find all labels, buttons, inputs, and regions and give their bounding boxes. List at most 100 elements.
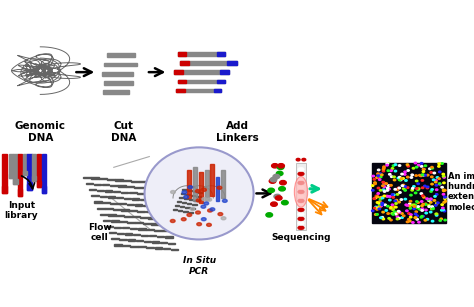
Circle shape (435, 180, 437, 181)
Circle shape (377, 202, 380, 204)
Circle shape (383, 182, 385, 184)
Bar (217, 52, 225, 56)
Bar (157, 236, 164, 237)
Circle shape (395, 203, 397, 204)
Circle shape (374, 214, 377, 215)
Bar (175, 205, 179, 206)
Circle shape (374, 183, 376, 185)
Circle shape (436, 177, 438, 178)
Circle shape (405, 180, 407, 181)
Circle shape (417, 202, 419, 203)
Circle shape (201, 205, 206, 208)
Bar (151, 206, 158, 207)
Circle shape (389, 196, 391, 197)
Circle shape (421, 195, 424, 196)
Circle shape (190, 208, 195, 211)
Circle shape (298, 217, 304, 221)
Circle shape (386, 190, 389, 191)
Bar (180, 61, 189, 65)
Circle shape (373, 179, 375, 180)
Text: Input
library: Input library (5, 201, 38, 220)
Circle shape (430, 199, 432, 200)
Circle shape (187, 213, 191, 216)
Bar (110, 185, 118, 186)
Circle shape (394, 170, 397, 172)
Circle shape (408, 219, 410, 220)
Circle shape (431, 207, 434, 208)
Circle shape (414, 213, 417, 215)
Circle shape (386, 165, 388, 166)
Circle shape (374, 207, 376, 209)
Circle shape (401, 173, 403, 175)
Circle shape (376, 196, 379, 197)
Bar (132, 198, 139, 200)
Circle shape (438, 171, 441, 173)
Bar (111, 220, 118, 222)
Bar (91, 195, 99, 196)
Bar (138, 228, 146, 230)
Circle shape (398, 187, 401, 189)
Circle shape (442, 193, 445, 195)
Circle shape (397, 187, 400, 189)
Circle shape (414, 192, 417, 194)
Circle shape (386, 187, 389, 189)
Circle shape (406, 204, 409, 206)
Circle shape (443, 177, 445, 178)
Circle shape (444, 198, 446, 200)
Circle shape (379, 198, 382, 200)
Bar (129, 210, 137, 211)
Bar (156, 218, 164, 219)
Circle shape (382, 197, 384, 199)
Ellipse shape (294, 177, 308, 207)
Bar (122, 227, 129, 228)
Bar (121, 209, 129, 211)
Circle shape (302, 158, 306, 161)
Circle shape (420, 216, 422, 218)
Bar (198, 192, 202, 193)
Circle shape (416, 180, 418, 182)
Circle shape (441, 187, 443, 188)
Circle shape (410, 177, 412, 178)
Circle shape (414, 204, 417, 206)
Bar (141, 235, 148, 236)
Circle shape (421, 208, 424, 209)
Circle shape (425, 203, 427, 205)
Circle shape (182, 218, 186, 221)
Circle shape (381, 174, 383, 176)
Circle shape (374, 182, 376, 184)
Circle shape (411, 189, 413, 191)
Circle shape (410, 200, 412, 202)
Circle shape (276, 171, 283, 176)
Circle shape (431, 220, 434, 222)
Circle shape (391, 168, 393, 169)
Circle shape (382, 181, 384, 183)
Circle shape (394, 213, 397, 215)
Circle shape (392, 194, 395, 196)
Circle shape (296, 158, 300, 161)
Bar (372, 163, 446, 223)
Circle shape (196, 199, 201, 202)
Circle shape (439, 220, 441, 221)
Circle shape (207, 223, 211, 226)
Bar (13, 179, 18, 184)
Circle shape (444, 200, 447, 202)
Text: An image of
hundreds of
extended
molecules: An image of hundreds of extended molecul… (448, 172, 474, 212)
Circle shape (392, 194, 394, 195)
Circle shape (431, 208, 433, 210)
Circle shape (413, 206, 416, 207)
Bar (18, 154, 22, 196)
Circle shape (427, 186, 429, 188)
Circle shape (388, 188, 390, 190)
Bar (108, 196, 115, 198)
Circle shape (381, 216, 383, 218)
Bar (114, 227, 121, 228)
Bar (173, 209, 177, 210)
Circle shape (436, 194, 438, 195)
Circle shape (379, 201, 381, 202)
Circle shape (202, 188, 207, 191)
Circle shape (399, 192, 401, 193)
Circle shape (377, 173, 379, 175)
Bar (107, 179, 115, 180)
Circle shape (424, 174, 427, 176)
Circle shape (403, 174, 406, 175)
